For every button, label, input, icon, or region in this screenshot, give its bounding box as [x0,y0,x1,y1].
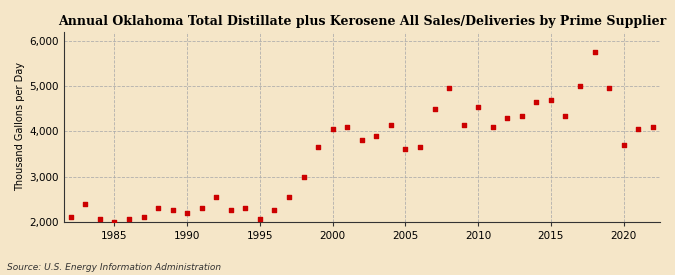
Point [284,195,294,199]
Point [458,122,469,127]
Point [124,217,134,222]
Point [443,86,454,91]
Point [618,143,629,147]
Point [254,217,265,222]
Point [225,208,236,213]
Point [313,145,323,149]
Point [632,127,643,131]
Point [516,113,527,118]
Point [109,219,120,224]
Y-axis label: Thousand Gallons per Day: Thousand Gallons per Day [15,62,25,191]
Point [574,84,585,88]
Point [153,206,163,210]
Text: Source: U.S. Energy Information Administration: Source: U.S. Energy Information Administ… [7,263,221,272]
Point [196,206,207,210]
Point [182,210,192,215]
Point [240,206,251,210]
Point [603,86,614,91]
Point [95,217,105,222]
Point [211,195,221,199]
Point [429,106,440,111]
Point [327,127,338,131]
Point [400,147,411,152]
Point [531,100,542,104]
Point [356,138,367,143]
Point [167,208,178,213]
Point [385,122,396,127]
Point [545,98,556,102]
Point [80,202,90,206]
Point [472,104,483,109]
Point [65,215,76,219]
Point [414,145,425,149]
Point [298,174,309,179]
Point [138,215,149,219]
Point [487,125,498,129]
Title: Annual Oklahoma Total Distillate plus Kerosene All Sales/Deliveries by Prime Sup: Annual Oklahoma Total Distillate plus Ke… [57,15,666,28]
Point [589,50,600,54]
Point [269,208,280,213]
Point [342,125,352,129]
Point [51,217,61,222]
Point [560,113,571,118]
Point [371,134,381,138]
Point [502,116,512,120]
Point [647,125,658,129]
